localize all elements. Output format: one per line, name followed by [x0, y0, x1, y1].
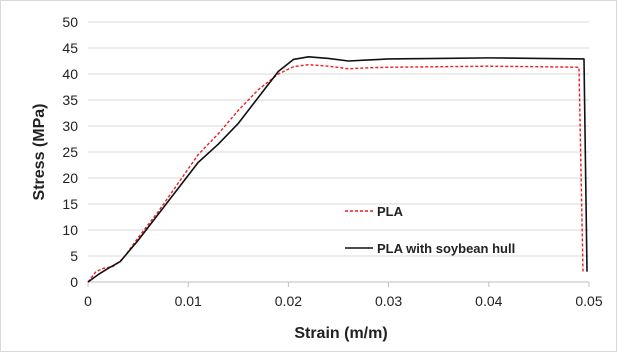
- y-tick-label: 25: [62, 144, 78, 160]
- y-tick-label: 10: [62, 222, 78, 238]
- y-tick-label: 40: [62, 66, 78, 82]
- x-tick-label: 0.04: [475, 293, 502, 309]
- x-tick-label: 0.01: [175, 293, 202, 309]
- x-tick-label: 0.03: [375, 293, 402, 309]
- y-tick-label: 30: [62, 118, 78, 134]
- legend-label-pla-soybean-hull: PLA with soybean hull: [377, 241, 515, 256]
- series-lines: [87, 56, 588, 283]
- y-axis-title: Stress (MPa): [31, 104, 48, 201]
- y-tick-label: 35: [62, 92, 78, 108]
- y-tick-labels: 0 5 10 15 20 25 30 35 40 45 50: [62, 14, 78, 290]
- y-tick-label: 15: [62, 196, 78, 212]
- x-axis-title: Strain (m/m): [294, 325, 387, 342]
- x-tick-label: 0.05: [575, 293, 602, 309]
- y-tick-label: 50: [62, 14, 78, 30]
- legend: PLA PLA with soybean hull: [345, 204, 515, 256]
- legend-label-pla: PLA: [377, 204, 404, 219]
- x-tick-label: 0.02: [275, 293, 302, 309]
- y-tick-label: 5: [70, 248, 78, 264]
- y-tick-label: 0: [70, 274, 78, 290]
- y-tick-label: 20: [62, 170, 78, 186]
- gridlines: [88, 21, 589, 257]
- series-line-1: [87, 56, 588, 283]
- y-tick-label: 45: [62, 40, 78, 56]
- x-tick-labels: 0 0.01 0.02 0.03 0.04 0.05: [84, 293, 603, 309]
- x-tick-label: 0: [84, 293, 92, 309]
- axes: [87, 281, 590, 287]
